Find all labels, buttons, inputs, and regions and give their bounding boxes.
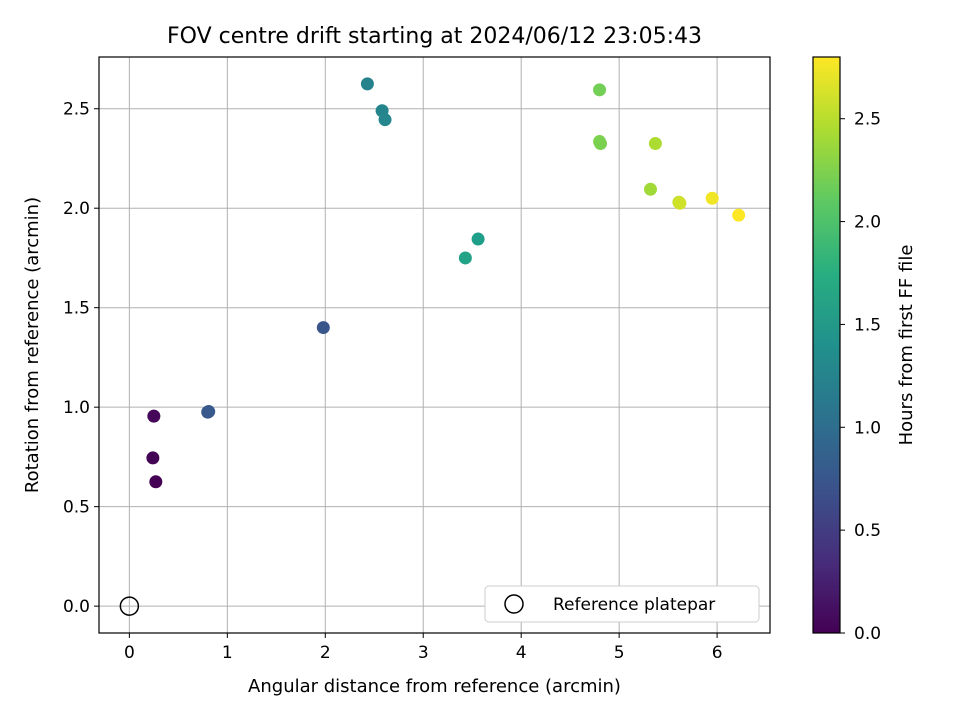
x-tick-label: 4 bbox=[516, 643, 527, 663]
legend-box bbox=[484, 585, 760, 623]
legend-marker bbox=[504, 594, 524, 614]
plot-area bbox=[99, 57, 770, 633]
scatter-point bbox=[471, 232, 485, 246]
colorbar-tick-label: 0.0 bbox=[854, 624, 881, 644]
scatter-point bbox=[593, 83, 607, 97]
x-tick-label: 2 bbox=[320, 643, 331, 663]
scatter-point bbox=[648, 137, 662, 151]
scatter-point bbox=[147, 409, 161, 423]
y-tick-label: 0.5 bbox=[63, 498, 90, 518]
legend: Reference platepar bbox=[484, 585, 760, 623]
scatter-point bbox=[673, 196, 687, 210]
y-tick-label: 2.5 bbox=[63, 100, 90, 120]
y-axis-ticks: 0.0 0.5 1.0 1.5 2.0 2.5 bbox=[63, 100, 99, 617]
scatter-point bbox=[360, 77, 374, 91]
scatter-point bbox=[202, 405, 216, 419]
x-axis-label: Angular distance from reference (arcmin) bbox=[248, 676, 621, 697]
y-tick-label: 0.0 bbox=[63, 597, 90, 617]
chart-title: FOV centre drift starting at 2024/06/12 … bbox=[167, 24, 702, 49]
y-tick-label: 1.0 bbox=[63, 398, 90, 418]
scatter-point bbox=[732, 208, 746, 222]
plot-frame bbox=[98, 56, 771, 634]
data-points bbox=[146, 77, 746, 489]
scatter-point bbox=[705, 191, 719, 205]
x-tick-label: 3 bbox=[418, 643, 429, 663]
reference-point bbox=[119, 596, 140, 616]
grid-lines bbox=[99, 57, 770, 633]
y-tick-label: 1.5 bbox=[63, 299, 90, 319]
colorbar-tick-label: 2.0 bbox=[854, 213, 881, 233]
y-tick-label: 2.0 bbox=[63, 199, 90, 219]
x-tick-label: 6 bbox=[712, 643, 723, 663]
x-axis-ticks: 0 1 2 3 4 5 6 bbox=[124, 633, 723, 663]
scatter-point bbox=[146, 451, 160, 465]
x-tick-label: 1 bbox=[222, 643, 233, 663]
legend-label: Reference platepar bbox=[553, 595, 715, 615]
scatter-point bbox=[149, 475, 163, 489]
y-axis-label: Rotation from reference (arcmin) bbox=[22, 197, 43, 493]
scatter-point bbox=[594, 137, 608, 151]
colorbar-tick-label: 0.5 bbox=[854, 521, 881, 541]
colorbar-ticks: 0.0 0.5 1.0 1.5 2.0 2.5 bbox=[840, 110, 881, 644]
scatter-point bbox=[643, 182, 657, 196]
scatter-point bbox=[316, 321, 330, 335]
colorbar-tick-label: 1.5 bbox=[854, 315, 881, 335]
colorbar-tick-label: 2.5 bbox=[854, 110, 881, 130]
x-tick-label: 0 bbox=[124, 643, 135, 663]
scatter-point bbox=[458, 251, 472, 265]
scatter-point bbox=[378, 113, 392, 127]
x-tick-label: 5 bbox=[614, 643, 625, 663]
colorbar-gradient bbox=[812, 56, 841, 634]
colorbar: 0.0 0.5 1.0 1.5 2.0 2.5 Hours from first FF f… bbox=[812, 56, 917, 644]
colorbar-tick-label: 1.0 bbox=[854, 418, 881, 438]
colorbar-label: Hours from first FF file bbox=[896, 245, 917, 446]
